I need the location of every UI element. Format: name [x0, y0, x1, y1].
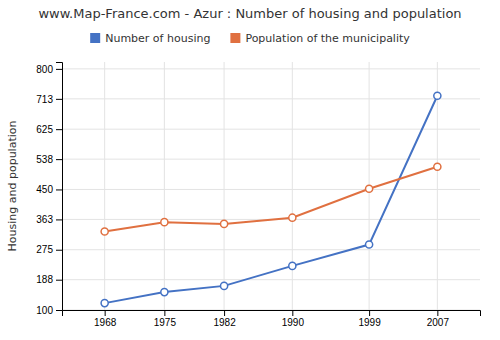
y-axis-title: Housing and population: [6, 121, 19, 252]
point: [434, 92, 441, 99]
grid-line: [164, 62, 165, 310]
tick-label: 1968: [94, 317, 117, 328]
x-axis: 1968 1975 1982 1990 1999 2007: [63, 310, 481, 328]
tick-mark: [56, 129, 62, 130]
point: [101, 228, 108, 235]
point: [289, 214, 296, 221]
point: [221, 282, 228, 289]
title: www.Map-France.com - Azur : Number of ho…: [38, 6, 461, 21]
tick-label: 363: [36, 214, 53, 225]
tick-label: 100: [36, 305, 53, 316]
tick-label: 1999: [358, 317, 381, 328]
axis-line: [56, 63, 63, 311]
tick-mark: [224, 310, 225, 316]
chart: www.Map-France.com - Azur : Number of ho…: [0, 0, 500, 340]
tick: 713: [36, 94, 62, 105]
tick-label: 1982: [213, 317, 236, 328]
grid-line: [62, 189, 480, 190]
point: [101, 300, 108, 307]
point: [221, 220, 228, 227]
tick: 188: [36, 274, 62, 285]
tick-label: 450: [36, 184, 53, 195]
tick: 1990: [282, 310, 305, 328]
marks: [101, 92, 441, 306]
grid-line: [292, 62, 293, 310]
tick-label: 1990: [282, 317, 305, 328]
tick: 1982: [213, 310, 236, 328]
tick-mark: [56, 310, 62, 311]
tick-mark: [56, 219, 62, 220]
tick: 2007: [427, 310, 450, 328]
legend-item: Population of the municipality: [230, 32, 410, 45]
grid-line: [62, 279, 480, 280]
tick-label: 275: [36, 244, 53, 255]
point: [161, 289, 168, 296]
grid-line: [62, 159, 480, 160]
legend-swatch: [90, 33, 100, 43]
grid-line: [62, 68, 480, 69]
legend-label: Number of housing: [105, 32, 210, 45]
tick-label: 625: [36, 124, 53, 135]
tick-mark: [164, 310, 165, 316]
tick-mark: [437, 310, 438, 316]
grid: [62, 62, 480, 310]
point: [366, 185, 373, 192]
tick: 800: [36, 64, 62, 75]
grid-line: [104, 62, 105, 310]
legend-item: Number of housing: [90, 32, 210, 45]
tick-label: 188: [36, 274, 53, 285]
y-axis: 100 188 275 363 450 538 625 713 800: [36, 63, 62, 316]
point: [289, 262, 296, 269]
tick-mark: [56, 250, 62, 251]
tick-label: 2007: [427, 317, 450, 328]
tick: 275: [36, 244, 62, 255]
tick-mark: [56, 69, 62, 70]
tick-mark: [105, 310, 106, 316]
tick: 538: [36, 154, 62, 165]
grid-line: [224, 62, 225, 310]
tick: 625: [36, 124, 62, 135]
tick-mark: [56, 159, 62, 160]
tick-label: 800: [36, 64, 53, 75]
grid-line: [62, 98, 480, 99]
axis-line: [63, 311, 481, 317]
grid-line: [62, 129, 480, 130]
legend-swatch: [230, 33, 240, 43]
tick: 1968: [94, 310, 117, 328]
tick-label: 1975: [154, 317, 177, 328]
plot: 1968 1975 1982 1990 1999 2007 100 188 275 363 450 5…: [36, 62, 480, 328]
tick: 363: [36, 214, 62, 225]
point: [366, 241, 373, 248]
tick-mark: [292, 310, 293, 316]
tick: 1999: [358, 310, 381, 328]
line: [105, 167, 438, 232]
tick-mark: [56, 99, 62, 100]
point: [161, 219, 168, 226]
tick-label: 713: [36, 94, 53, 105]
line: [105, 96, 438, 303]
tick-label: 538: [36, 154, 53, 165]
tick: 450: [36, 184, 62, 195]
legend-label: Population of the municipality: [245, 32, 410, 45]
grid-line: [62, 249, 480, 250]
legend: Number of housing Population of the munic…: [90, 32, 410, 45]
tick-mark: [369, 310, 370, 316]
point: [434, 163, 441, 170]
tick-mark: [56, 280, 62, 281]
tick-mark: [56, 189, 62, 190]
tick: 1975: [154, 310, 177, 328]
tick: 100: [36, 305, 62, 316]
